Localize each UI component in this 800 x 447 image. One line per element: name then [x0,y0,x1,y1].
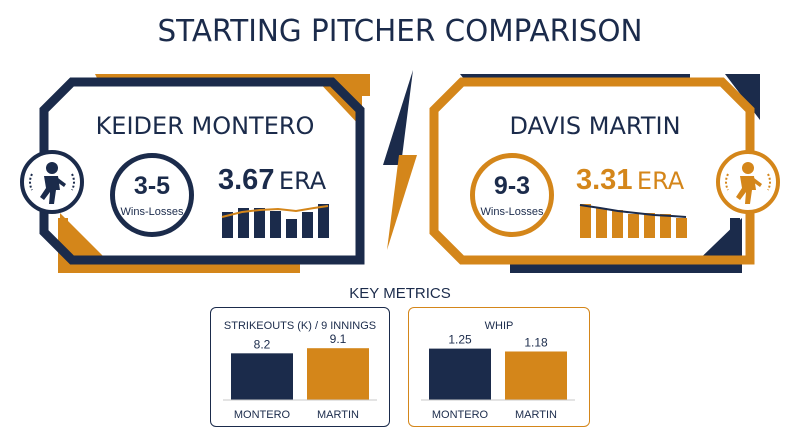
record-value: 3-5 [133,172,171,200]
record-value: 9-3 [493,172,531,200]
record-label: Wins-Losses [120,206,184,218]
card-frame [429,74,760,273]
metric-panel-whip: WHIP 1.25 MONTERO 1.18 MARTIN [408,307,590,427]
metric-panel-strikeouts: STRIKEOUTS (K) / 9 INNINGS 8.2 MONTERO 9.1… [210,307,390,427]
bar-montero [429,348,491,400]
versus-bolt [383,70,417,250]
era-stat: 3.67 ERA [218,164,326,197]
pitcher-card-martin: DAVIS MARTIN 9-3 Wins-Losses 3.31 ERA [429,68,780,273]
strikeouts-bar-chart: 8.2 MONTERO 9.1 MARTIN [223,332,377,421]
page-title: STARTING PITCHER COMPARISON [157,14,643,49]
bar-value-label: 1.25 [448,333,472,347]
pitcher-name: KEIDER MONTERO [95,112,315,140]
category-label: MONTERO [234,409,291,421]
bar-martin [505,351,567,400]
category-label: MARTIN [317,409,359,421]
category-label: MONTERO [432,409,489,421]
record-circle: 9-3 Wins-Losses [470,153,554,237]
era-unit: ERA [636,167,685,195]
bar-martin [307,348,369,400]
key-metrics-title: KEY METRICS [349,285,451,302]
pitcher-icon [716,150,780,214]
bar-value-label: 1.18 [524,335,548,349]
era-value: 3.31 [576,164,633,196]
era-stat: 3.31 ERA [576,164,684,197]
chart-title: STRIKEOUTS (K) / 9 INNINGS [223,320,377,332]
bar-montero [231,353,293,400]
pitcher-name: DAVIS MARTIN [509,112,681,140]
whip-bar-chart: 1.25 MONTERO 1.18 MARTIN [421,333,575,421]
chart-title: WHIP [484,320,514,332]
pitcher-card-montero: KEIDER MONTERO 3-5 Wins-Losses 3.67 ERA [20,68,370,273]
era-value: 3.67 [218,164,275,196]
era-unit: ERA [278,167,327,195]
pitcher-icon [20,150,84,214]
record-circle: 3-5 Wins-Losses [110,153,194,237]
record-label: Wins-Losses [480,206,544,218]
bar-value-label: 8.2 [254,337,271,351]
category-label: MARTIN [515,409,557,421]
era-trend-chart [579,204,687,238]
bar-value-label: 9.1 [330,332,347,346]
era-trend-chart [221,204,329,238]
